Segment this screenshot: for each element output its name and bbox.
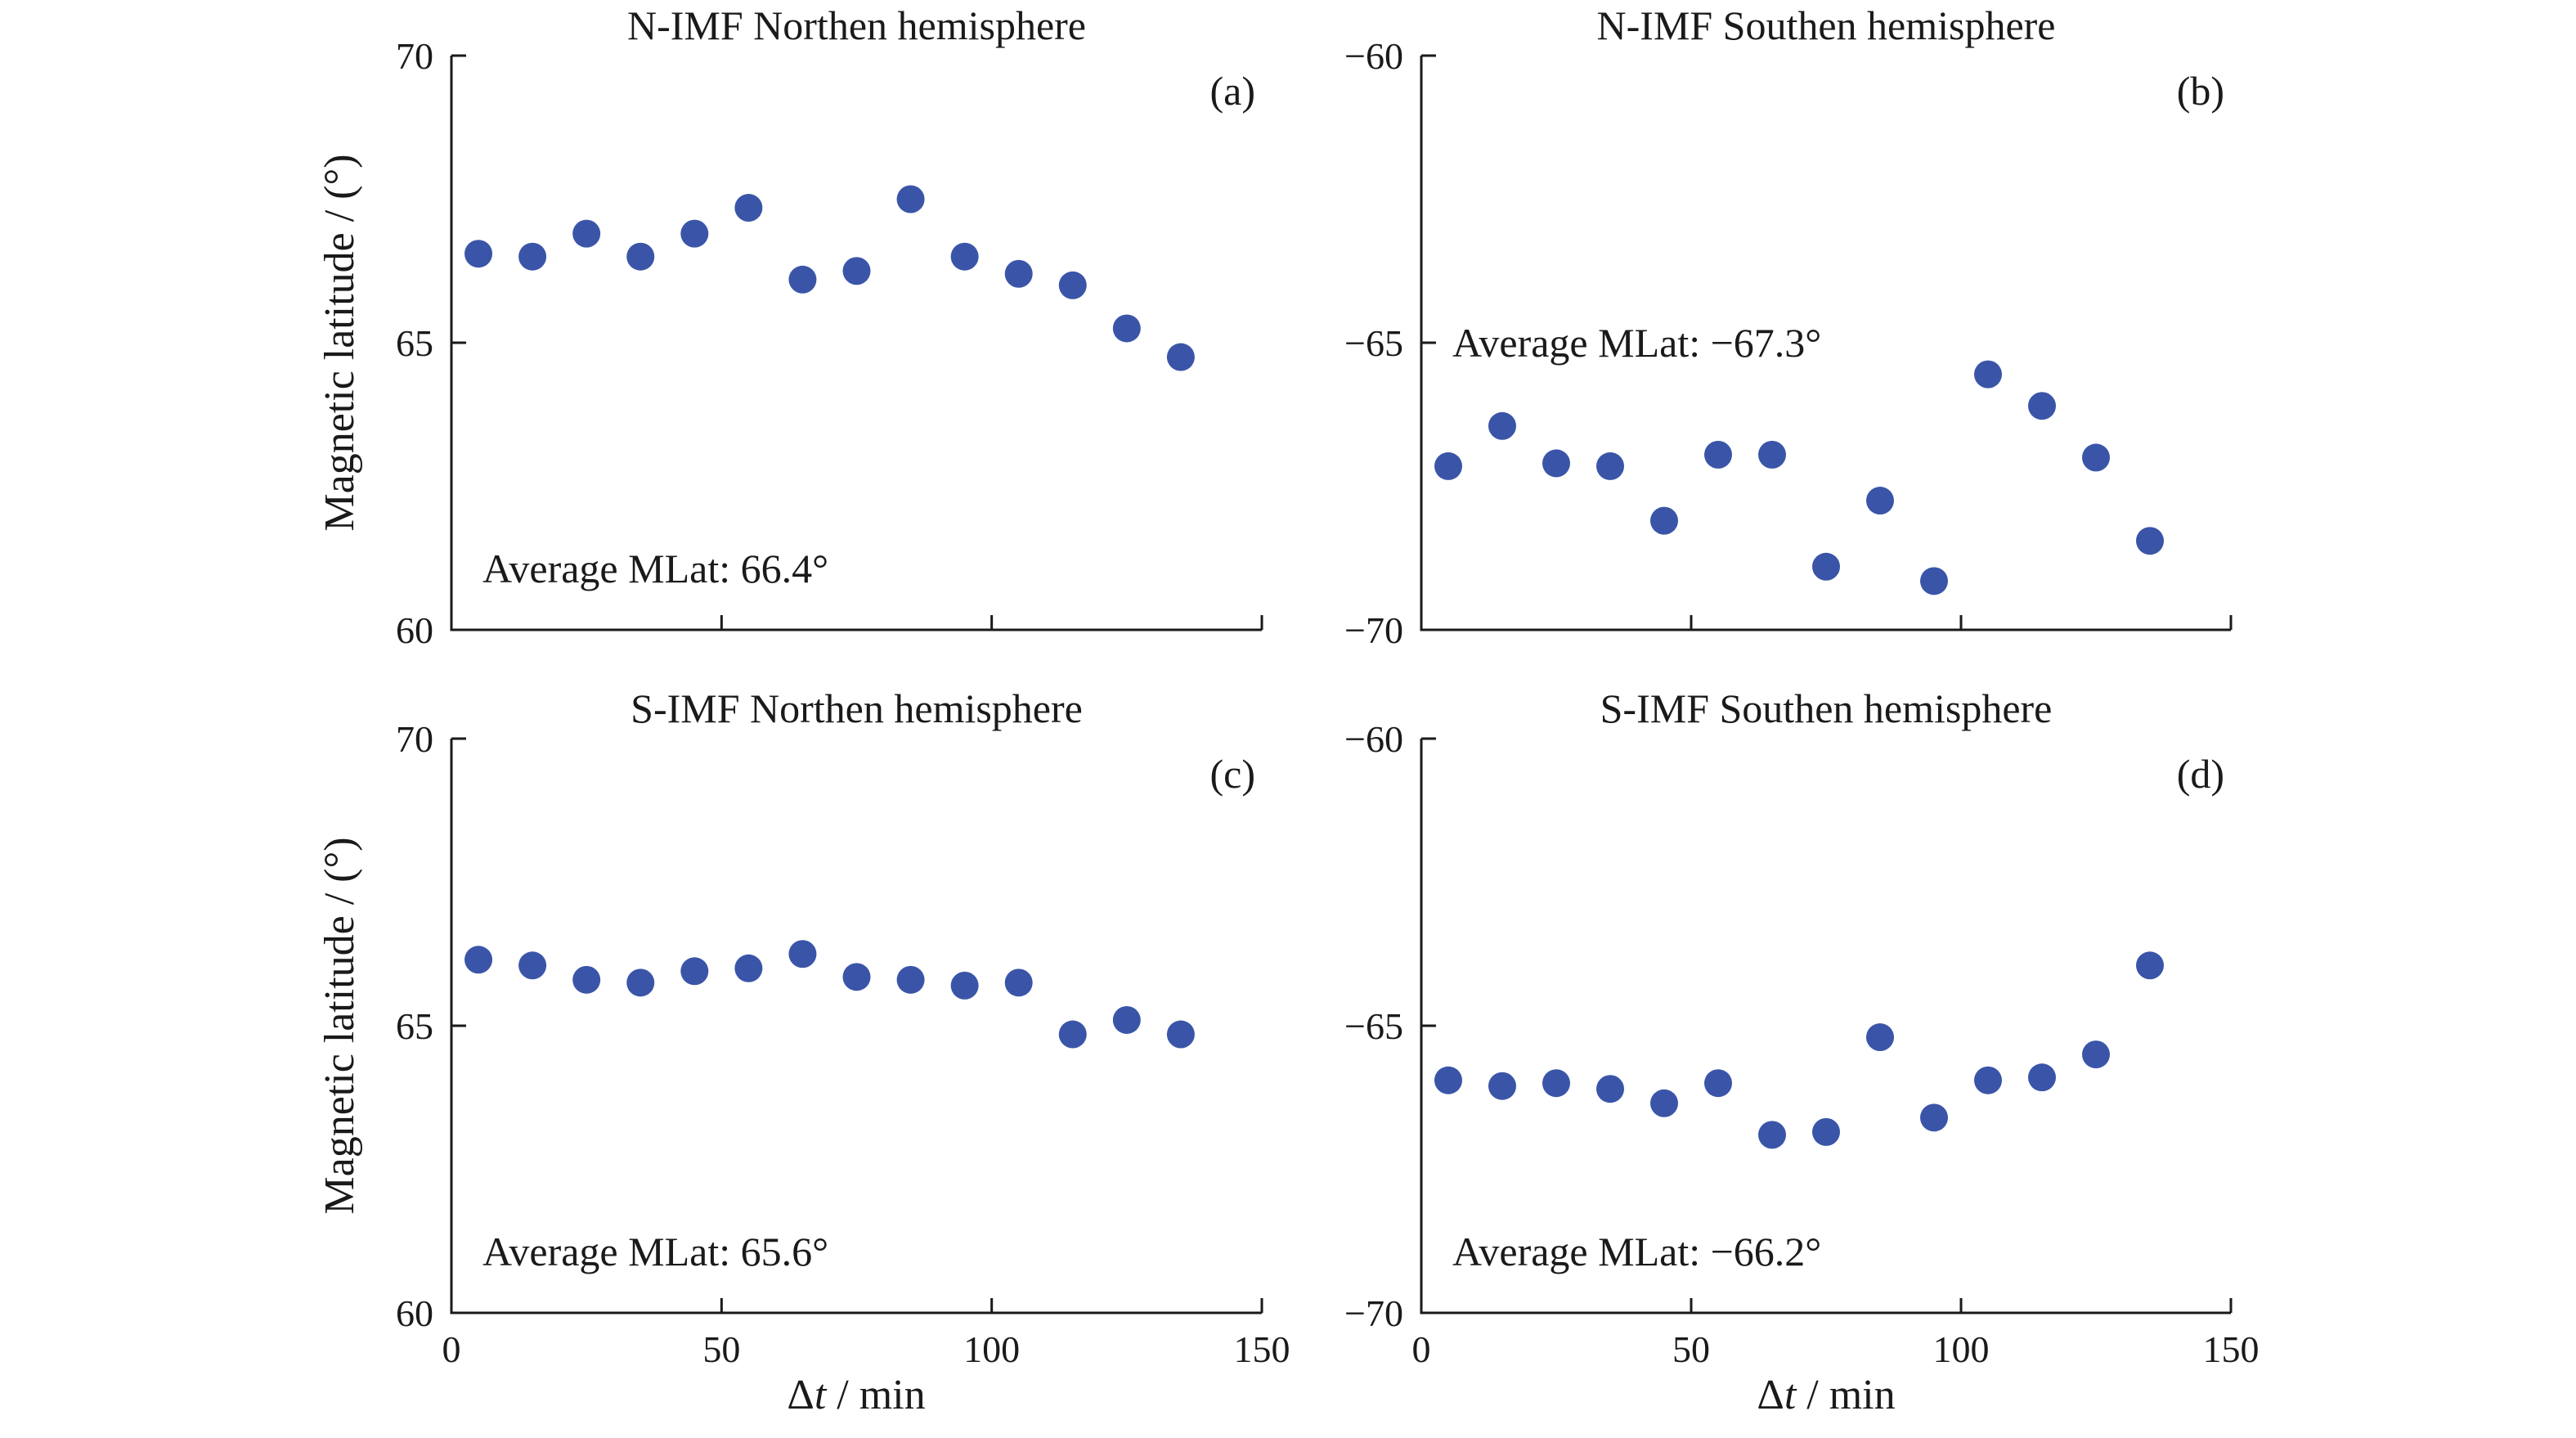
panel-b-title: N-IMF Southen hemisphere	[1596, 2, 2055, 48]
panel-b-y-tick-label: −70	[1344, 609, 1403, 651]
panel-c-data-point	[464, 946, 493, 974]
ylabel-top: Magnetic latitude / (°)	[316, 154, 363, 531]
panel-b-data-point	[1542, 449, 1570, 478]
ylabel-bottom: Magnetic latitude / (°)	[316, 837, 363, 1214]
panel-d-x-tick-label: 100	[1933, 1328, 1990, 1370]
panel-c-data-point	[842, 963, 871, 991]
panel-a-data-point	[680, 219, 709, 248]
panel-a-data-point	[734, 194, 763, 222]
panel-a-data-point	[1112, 314, 1141, 343]
panel-c-data-point	[734, 954, 763, 982]
panel-d-y-tick-label: −60	[1344, 718, 1403, 760]
panel-b-data-point	[2136, 527, 2164, 555]
panel-c-axes	[450, 739, 1262, 1314]
panel-d-y-tick-label: −65	[1344, 1005, 1403, 1047]
panel-c-data-point	[572, 965, 601, 994]
xlabel-left: Δt / min	[787, 1372, 925, 1418]
panel-c-data-point	[680, 957, 709, 986]
panel-b-data-point	[1704, 440, 1732, 469]
panel-d-y-tick-label: −70	[1344, 1292, 1403, 1334]
panel-c-x-tick-label: 150	[1234, 1328, 1290, 1370]
panel-b-data-point	[1866, 487, 1894, 515]
panel-c-data-point	[626, 968, 655, 997]
panel-a-data-point	[950, 242, 979, 271]
panel-c-y-tick-label: 60	[396, 1292, 433, 1334]
panel-a-y-tick-label: 60	[396, 609, 433, 651]
panel-d-data-point	[1974, 1066, 2002, 1094]
panel-a-data-point	[1166, 343, 1195, 371]
panel-d-data-point	[1704, 1069, 1732, 1098]
panel-a-label: (a)	[1210, 68, 1256, 114]
panel-d-x-tick-label: 50	[1672, 1328, 1710, 1370]
panel-c-x-tick-label: 100	[963, 1328, 1020, 1370]
panel-a-y-tick-label: 70	[396, 35, 433, 77]
panel-d-title: S-IMF Southen hemisphere	[1600, 685, 2053, 731]
panel-b-data-point	[1920, 567, 1948, 595]
panel-a-data-point	[788, 265, 817, 294]
panel-c-title: S-IMF Northen hemisphere	[631, 685, 1083, 731]
panel-a-data-point	[464, 240, 493, 268]
panel-b-data-point	[1434, 452, 1462, 480]
panel-c-data-point	[950, 971, 979, 1000]
panel-a-data-point	[626, 242, 655, 271]
xlabel-right: Δt / min	[1757, 1372, 1895, 1418]
panel-d-data-point	[1434, 1066, 1462, 1094]
panel-b-data-point	[1596, 452, 1624, 480]
panel-d-data-point	[2082, 1040, 2110, 1069]
panel-c-data-point	[1004, 968, 1033, 997]
panel-d-average-annotation: Average MLat: −66.2°	[1452, 1229, 1821, 1274]
panel-d-data-point	[1866, 1023, 1894, 1052]
panel-a-data-point	[842, 257, 871, 285]
panel-b-data-point	[2082, 443, 2110, 472]
panel-c-label: (c)	[1210, 751, 1256, 797]
panel-c-average-annotation: Average MLat: 65.6°	[482, 1229, 828, 1274]
panel-d-data-point	[1920, 1103, 1948, 1132]
panel-c-x-tick-label: 0	[442, 1328, 461, 1370]
panel-d-label: (d)	[2177, 751, 2224, 797]
panel-a-data-point	[896, 185, 925, 213]
panel-a-axes	[450, 56, 1262, 631]
panel-b-data-point	[1974, 360, 2002, 389]
panel-d-x-tick-label: 150	[2203, 1328, 2260, 1370]
panel-b-data-point	[1650, 506, 1678, 535]
panel-b-y-tick-label: −60	[1344, 35, 1403, 77]
panel-d-data-point	[1758, 1121, 1786, 1149]
panel-d-data-point	[2136, 951, 2164, 980]
panel-c-x-tick-label: 50	[702, 1328, 740, 1370]
panel-d-x-tick-label: 0	[1412, 1328, 1431, 1370]
panel-b-label: (b)	[2177, 68, 2224, 114]
panel-a-y-tick-label: 65	[396, 322, 433, 364]
panel-b-average-annotation: Average MLat: −67.3°	[1452, 320, 1821, 366]
panel-d-axes	[1420, 739, 2231, 1314]
panel-c-data-point	[1112, 1005, 1141, 1034]
panel-b-data-point	[1812, 552, 1840, 581]
panel-b-y-tick-label: −65	[1344, 322, 1403, 364]
panel-a-title: N-IMF Northen hemisphere	[627, 2, 1086, 48]
panel-d-data-point	[1812, 1117, 1840, 1146]
panel-c-data-point	[1058, 1020, 1087, 1049]
panel-c-y-tick-label: 70	[396, 718, 433, 760]
panel-d-data-point	[1488, 1072, 1516, 1100]
panel-a-data-point	[572, 219, 601, 248]
panel-a-average-annotation: Average MLat: 66.4°	[482, 546, 828, 591]
panel-c-data-point	[788, 940, 817, 968]
panel-b-data-point	[1488, 411, 1516, 440]
panel-b-data-point	[2028, 392, 2056, 420]
panel-c-data-point	[896, 965, 925, 994]
panel-c-data-point	[1166, 1020, 1195, 1049]
panel-d-data-point	[2028, 1063, 2056, 1092]
panel-d-data-point	[1542, 1069, 1570, 1098]
panel-d-data-point	[1650, 1089, 1678, 1117]
panel-b-data-point	[1758, 440, 1786, 469]
panel-a-data-point	[518, 242, 547, 271]
panel-d-data-point	[1596, 1075, 1624, 1103]
panel-a-data-point	[1058, 271, 1087, 299]
panel-c-data-point	[518, 951, 547, 980]
panel-a-data-point	[1004, 259, 1033, 288]
panel-c-y-tick-label: 65	[396, 1005, 433, 1047]
